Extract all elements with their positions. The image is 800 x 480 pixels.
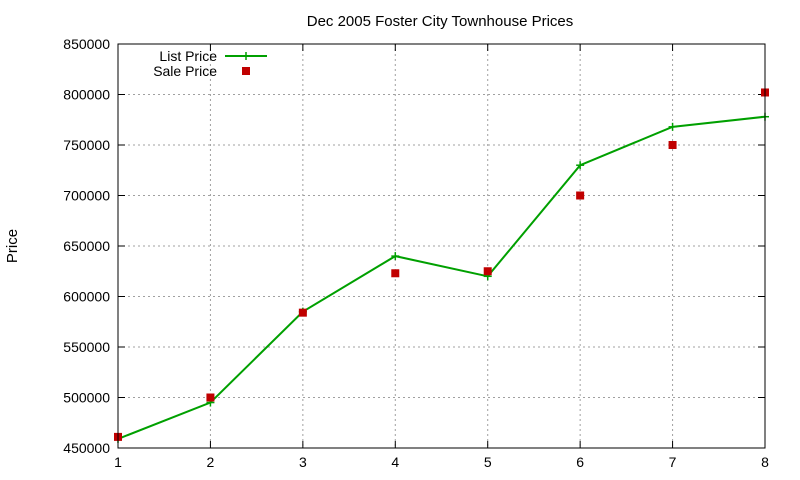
y-tick-label: 500000 xyxy=(63,390,110,406)
x-tick-label: 8 xyxy=(761,454,769,470)
plot-series xyxy=(114,88,769,443)
y-axis-label: Price xyxy=(4,229,21,263)
plot-frame xyxy=(117,43,766,449)
list-price-line xyxy=(117,115,766,440)
list-price-point xyxy=(668,122,677,131)
legend-plus-marker xyxy=(242,52,250,60)
legend-label: List Price xyxy=(159,48,217,64)
sale-price-point xyxy=(668,141,677,149)
x-tick-label: 5 xyxy=(484,454,492,470)
y-tick-label: 650000 xyxy=(63,238,110,254)
x-tick-label: 7 xyxy=(669,454,677,470)
y-tick-label: 600000 xyxy=(63,289,110,305)
sale-price-point xyxy=(206,393,215,402)
y-tick-label: 450000 xyxy=(63,440,110,456)
sale-price-point xyxy=(391,269,400,278)
legend-label: Sale Price xyxy=(153,63,217,79)
x-tick-label: 6 xyxy=(576,454,584,470)
x-tick-label: 4 xyxy=(391,454,399,470)
x-tick-labels: 1 2 3 4 5 6 7 8 xyxy=(114,454,769,470)
x-tick-label: 3 xyxy=(299,454,307,470)
list-price-point xyxy=(391,252,400,261)
legend-square-marker xyxy=(242,67,250,75)
x-tick-label: 1 xyxy=(114,454,122,470)
x-tick-label: 2 xyxy=(207,454,215,470)
y-tick-labels: 450000 500000 550000 600000 650000 700000 7500… xyxy=(63,36,110,456)
sale-price-point xyxy=(483,267,492,276)
y-tick-label: 800000 xyxy=(63,87,110,103)
chart-title: Dec 2005 Foster City Townhouse Prices xyxy=(307,13,574,30)
sale-price-point xyxy=(298,308,307,317)
y-tick-label: 850000 xyxy=(63,36,110,52)
sale-price-point xyxy=(576,191,585,200)
y-tick-label: 550000 xyxy=(63,339,110,355)
y-tick-label: 750000 xyxy=(63,137,110,153)
y-tick-label: 700000 xyxy=(63,188,110,204)
list-price-point xyxy=(576,161,585,170)
grid xyxy=(117,43,766,449)
